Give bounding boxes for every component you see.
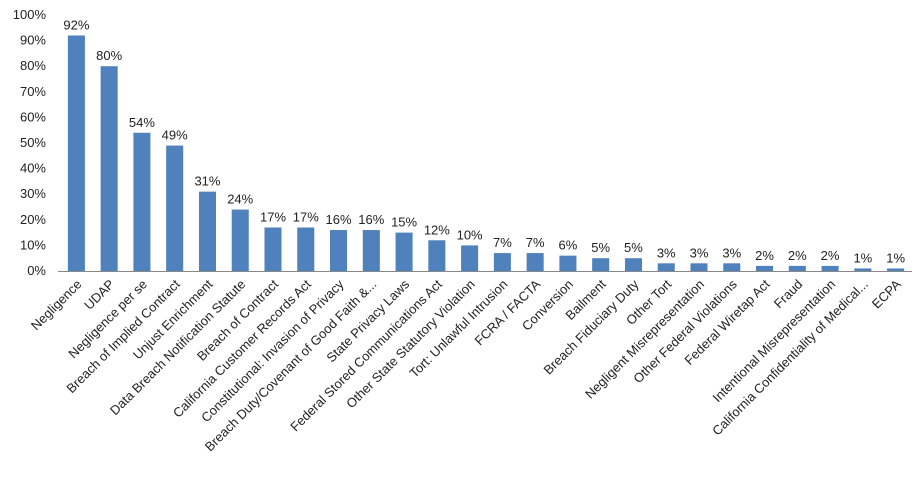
data-label: 17% — [293, 209, 319, 224]
data-label: 10% — [457, 227, 483, 242]
bar — [461, 245, 479, 271]
data-label: 12% — [424, 222, 450, 237]
data-label: 54% — [129, 115, 155, 130]
data-label: 80% — [96, 48, 122, 63]
data-label: 2% — [788, 248, 807, 263]
bar — [67, 35, 85, 272]
bar — [723, 263, 741, 271]
bar — [297, 227, 315, 271]
data-label: 5% — [624, 240, 643, 255]
data-label: 17% — [260, 209, 286, 224]
data-label: 31% — [194, 174, 220, 189]
category-label: ECPA — [869, 276, 904, 311]
data-label: 3% — [657, 245, 676, 260]
data-label: 2% — [821, 248, 840, 263]
bar — [493, 253, 511, 271]
data-label: 1% — [886, 250, 905, 265]
bar — [395, 232, 413, 271]
data-label: 3% — [722, 245, 741, 260]
bar-series — [67, 35, 905, 272]
bar — [690, 263, 708, 271]
data-label: 7% — [526, 235, 545, 250]
bar — [133, 132, 151, 271]
y-tick-label: 100% — [13, 7, 47, 22]
data-label: 6% — [559, 238, 578, 253]
bar — [166, 145, 184, 271]
bar — [592, 258, 610, 271]
bar — [264, 227, 282, 271]
y-tick-label: 0% — [27, 263, 46, 278]
data-label: 7% — [493, 235, 512, 250]
data-labels: 92% 80% 54% 49% 31% 24% 17% 17% 16% 16% 15% 12% 10% 7… — [63, 17, 905, 265]
y-tick-label: 10% — [20, 237, 46, 252]
data-label: 15% — [391, 215, 417, 230]
y-tick-label: 30% — [20, 186, 46, 201]
data-label: 24% — [227, 192, 253, 207]
y-tick-label: 20% — [20, 212, 46, 227]
bar — [362, 230, 380, 271]
bar — [821, 265, 839, 271]
y-tick-label: 70% — [20, 84, 46, 99]
data-label: 1% — [853, 250, 872, 265]
bar — [330, 230, 348, 271]
bar — [887, 268, 905, 271]
data-label: 5% — [591, 240, 610, 255]
bar — [788, 265, 806, 271]
y-tick-label: 90% — [20, 33, 46, 48]
data-label: 3% — [690, 245, 709, 260]
bar — [854, 268, 872, 271]
bar — [624, 258, 642, 271]
bar — [428, 240, 446, 271]
category-label: Negligence — [28, 277, 85, 334]
bar — [100, 66, 118, 271]
y-tick-label: 80% — [20, 58, 46, 73]
bar — [526, 253, 544, 271]
data-label: 92% — [63, 17, 89, 32]
bar — [559, 255, 577, 271]
y-tick-label: 40% — [20, 161, 46, 176]
y-axis: 0% 10% 20% 30% 40% 50% 60% 70% 80% 90% 100% — [13, 7, 47, 278]
y-tick-label: 60% — [20, 109, 46, 124]
data-label: 2% — [755, 248, 774, 263]
data-label: 16% — [358, 212, 384, 227]
data-label: 16% — [326, 212, 352, 227]
bar — [756, 265, 774, 271]
data-label: 49% — [162, 128, 188, 143]
bar — [231, 209, 249, 271]
bar — [198, 191, 216, 271]
y-tick-label: 50% — [20, 135, 46, 150]
bar — [657, 263, 675, 271]
